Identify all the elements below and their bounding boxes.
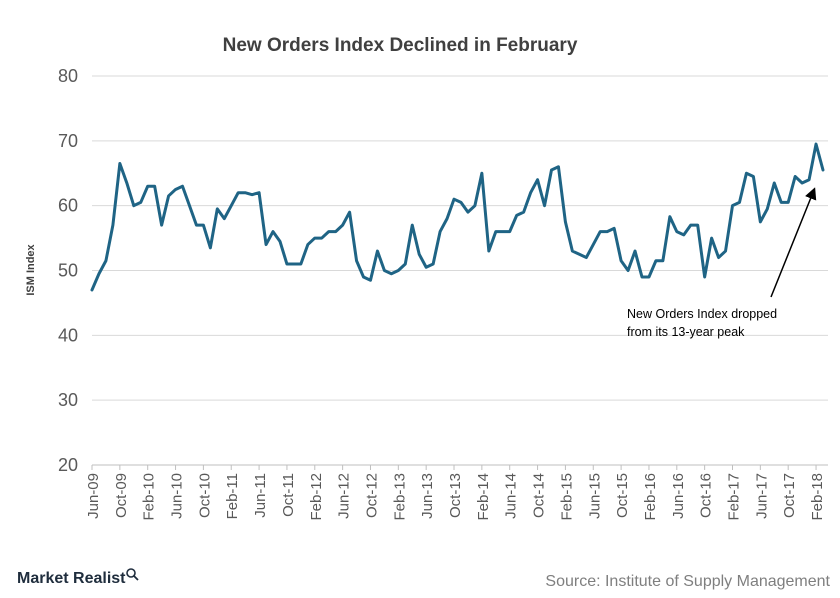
annotation-arrow	[770, 187, 817, 298]
series-line-ism-new-orders	[90, 142, 825, 292]
annotation-line-2: from its 13-year peak	[627, 325, 745, 339]
y-tick-label: 30	[58, 390, 78, 410]
x-tick-label: Feb-12	[308, 473, 325, 521]
x-tick-label: Jun-17	[753, 473, 770, 519]
x-tick-label: Oct-14	[531, 473, 548, 518]
x-tick-label: Oct-17	[781, 473, 798, 518]
y-tick-label: 70	[58, 131, 78, 151]
x-tick-label: Jun-10	[169, 473, 186, 519]
x-tick-label: Feb-13	[391, 473, 408, 521]
annotation-line-1: New Orders Index dropped	[627, 307, 777, 321]
x-tick-label: Jun-11	[252, 473, 269, 518]
y-tick-label: 80	[58, 66, 78, 86]
x-tick-label: Jun-15	[586, 473, 603, 519]
y-axis-label: ISM Index	[25, 243, 37, 295]
magnifier-icon	[126, 568, 136, 578]
x-tick-label: Jun-16	[670, 473, 687, 519]
x-tick-label: Oct-09	[113, 473, 130, 518]
x-tick-label: Jun-13	[419, 473, 436, 519]
chart-title: New Orders Index Declined in February	[223, 35, 578, 56]
brand-logo: Market Realist	[17, 568, 139, 587]
y-tick-label: 50	[58, 261, 78, 281]
source-note: Source: Institute of Supply Management	[545, 573, 830, 590]
x-tick-label: Feb-18	[809, 473, 826, 521]
x-tick-label: Oct-10	[196, 473, 213, 518]
x-tick-label: Jun-09	[85, 473, 102, 519]
y-tick-label: 40	[58, 325, 78, 345]
y-axis-ticks: 20 30 40 50 60 70 80	[58, 66, 78, 475]
gridlines	[92, 75, 828, 401]
brand-name: Market Realist	[17, 570, 126, 587]
x-axis-ticks: Jun-09 Oct-09 Feb-10 Jun-10 Oct-10 Feb-11 Jun-…	[85, 465, 826, 521]
x-tick-label: Oct-12	[363, 473, 380, 518]
x-tick-label: Oct-11	[280, 473, 297, 517]
x-tick-label: Oct-13	[447, 473, 464, 518]
y-tick-label: 20	[58, 455, 78, 475]
magnifier-handle	[133, 575, 139, 581]
x-tick-label: Feb-10	[141, 473, 158, 521]
x-tick-label: Jun-12	[336, 473, 353, 519]
x-tick-label: Feb-16	[642, 473, 659, 521]
y-tick-label: 60	[58, 196, 78, 216]
x-tick-label: Oct-16	[698, 473, 715, 518]
x-tick-label: Feb-15	[558, 473, 575, 521]
x-tick-label: Feb-17	[725, 473, 742, 521]
x-tick-label: Feb-14	[475, 473, 492, 521]
x-tick-label: Oct-15	[614, 473, 631, 518]
x-tick-label: Feb-11	[224, 473, 241, 519]
x-tick-label: Jun-14	[503, 473, 520, 519]
